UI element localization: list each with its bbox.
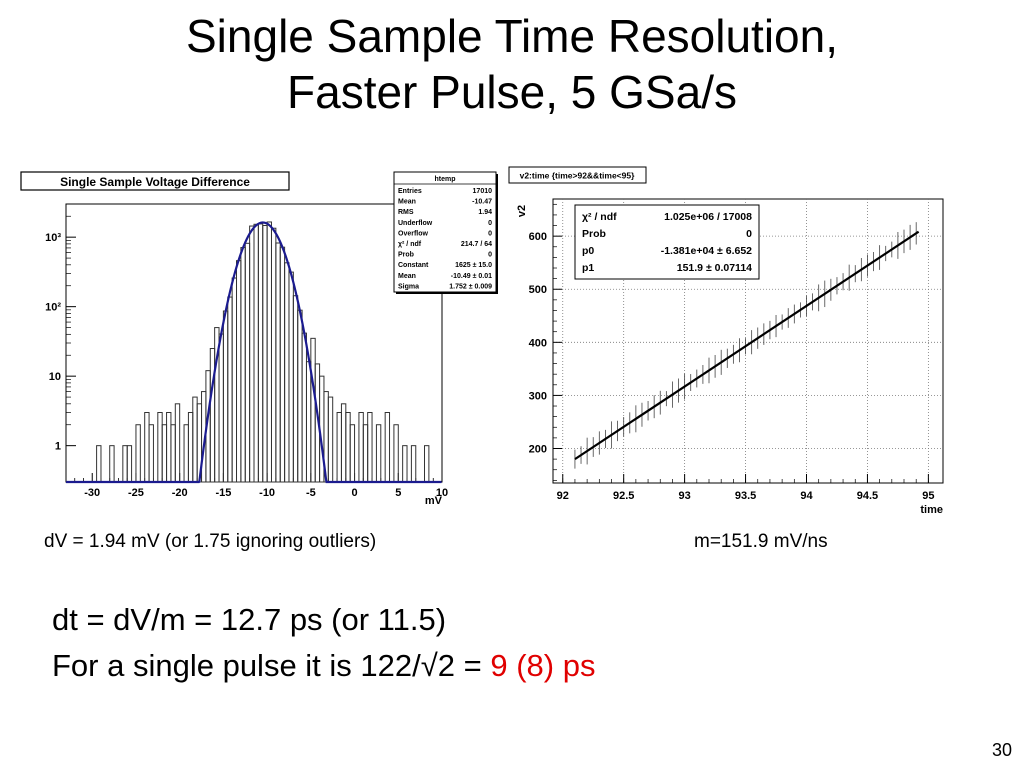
stats-row-label: Underflow bbox=[398, 220, 433, 227]
title-line-2: Faster Pulse, 5 GSa/s bbox=[287, 66, 737, 118]
stats-row-value: 0 bbox=[488, 252, 492, 259]
stats-row-label: Constant bbox=[398, 262, 429, 269]
y-tick-label: 300 bbox=[529, 390, 547, 402]
histogram-stats-box: htemp Entries 17010 Mean -10.47 RMS 1.94 Underf… bbox=[393, 171, 498, 294]
x-tick-label: 10 bbox=[436, 487, 448, 499]
x-tick-label: -30 bbox=[84, 487, 100, 499]
stats-row-value: -10.47 bbox=[472, 199, 492, 206]
stats-row-label: Mean bbox=[398, 273, 416, 280]
y-tick-label: 10 bbox=[49, 371, 61, 383]
stats-row-value: 0 bbox=[488, 220, 492, 227]
stats-row-value: 214.7 / 64 bbox=[461, 241, 492, 248]
title-line-1: Single Sample Time Resolution, bbox=[186, 10, 838, 62]
v2-vs-time-scatter: v2:time {time>92&&time<95} 92 92.5 93 93.5 9… bbox=[508, 166, 944, 516]
stats-row-label: p1 bbox=[582, 262, 594, 274]
result-line-1: dt = dV/m = 12.7 ps (or 11.5) bbox=[52, 602, 447, 637]
x-tick-label: -20 bbox=[172, 487, 188, 499]
stats-row-label: Overflow bbox=[398, 230, 429, 237]
page-number: 30 bbox=[991, 740, 1012, 760]
stats-row-value: 0 bbox=[746, 228, 752, 240]
stats-row-label: Entries bbox=[398, 188, 422, 195]
y-tick-label: 500 bbox=[529, 284, 547, 296]
stats-row-value: -1.381e+04 ± 6.652 bbox=[661, 245, 752, 257]
y-tick-label: 600 bbox=[529, 231, 547, 243]
caption-voltage-resolution: dV = 1.94 mV (or 1.75 ignoring outliers) bbox=[44, 531, 377, 552]
stats-row-value: 1625 ± 15.0 bbox=[455, 262, 492, 269]
x-tick-label: 93 bbox=[679, 490, 691, 502]
y-tick-label: 1 bbox=[55, 441, 61, 453]
x-tick-label: 5 bbox=[395, 487, 401, 499]
x-tick-label: 0 bbox=[351, 487, 357, 499]
stats-box-title: htemp bbox=[435, 176, 456, 183]
scatter-axis-ticks: 92 92.5 93 93.5 94 94.5 95 200 300 400 500 600 bbox=[529, 203, 935, 502]
stats-row-value: 1.025e+06 / 17008 bbox=[664, 211, 752, 223]
caption-slope: m=151.9 mV/ns bbox=[694, 531, 828, 552]
scatter-stats-box: χ² / ndf 1.025e+06 / 17008 Prob 0 p0 -1.381e+… bbox=[574, 204, 760, 280]
y-tick-label: 10² bbox=[45, 302, 61, 314]
y-tick-label: 10³ bbox=[45, 232, 61, 244]
scatter-title-box bbox=[508, 166, 647, 184]
stats-box-frame bbox=[574, 204, 760, 280]
histogram-x-axis-label: mV bbox=[425, 495, 443, 507]
histogram-title: Single Sample Voltage Difference bbox=[60, 175, 250, 189]
stats-row-value: 17010 bbox=[473, 188, 493, 195]
stats-row-value: 0 bbox=[488, 230, 492, 237]
stats-row-value: 151.9 ± 0.07114 bbox=[677, 262, 752, 274]
stats-row-label: Sigma bbox=[398, 283, 419, 290]
scatter-x-axis-label: time bbox=[920, 504, 943, 516]
stats-row-value: 1.94 bbox=[478, 209, 492, 216]
x-tick-label: 92 bbox=[557, 490, 569, 502]
result-highlight: 9 (8) ps bbox=[490, 648, 596, 683]
x-tick-label: -5 bbox=[306, 487, 316, 499]
stats-box-frame bbox=[393, 171, 497, 293]
scatter-y-axis-label: v2 bbox=[516, 205, 528, 217]
x-tick-label: 92.5 bbox=[613, 490, 634, 502]
stats-row-value: -10.49 ± 0.01 bbox=[451, 273, 492, 280]
y-tick-label: 400 bbox=[529, 337, 547, 349]
stats-row-label: Mean bbox=[398, 199, 416, 206]
voltage-difference-histogram: Single Sample Voltage Difference -30 -25 -… bbox=[20, 171, 498, 507]
stats-row-label: RMS bbox=[398, 209, 414, 216]
x-tick-label: 95 bbox=[922, 490, 934, 502]
stats-row-label: p0 bbox=[582, 245, 594, 257]
stats-row-label: Prob bbox=[398, 252, 414, 259]
x-tick-label: -10 bbox=[259, 487, 275, 499]
result-line-2-text: For a single pulse it is 122/√2 = bbox=[52, 648, 491, 683]
histogram-title-box bbox=[20, 171, 290, 191]
y-tick-label: 200 bbox=[529, 443, 547, 455]
x-tick-label: -25 bbox=[128, 487, 144, 499]
histogram-gaussian-fit bbox=[66, 221, 442, 484]
x-tick-label: 94.5 bbox=[857, 490, 878, 502]
slide-title: Single Sample Time Resolution, Faster Pu… bbox=[0, 8, 1024, 120]
x-tick-label: 93.5 bbox=[735, 490, 756, 502]
stats-row-label: χ² / ndf bbox=[398, 241, 422, 248]
scatter-title: v2:time {time>92&&time<95} bbox=[520, 171, 636, 181]
result-line-2: For a single pulse it is 122/√2 = 9 (8) … bbox=[52, 648, 595, 684]
stats-row-label: χ² / ndf bbox=[582, 211, 617, 223]
x-tick-label: 94 bbox=[800, 490, 813, 502]
stats-row-label: Prob bbox=[582, 228, 606, 240]
x-tick-label: -15 bbox=[215, 487, 231, 499]
scatter-linear-fit bbox=[574, 230, 920, 461]
stats-row-value: 1.752 ± 0.009 bbox=[449, 283, 492, 290]
